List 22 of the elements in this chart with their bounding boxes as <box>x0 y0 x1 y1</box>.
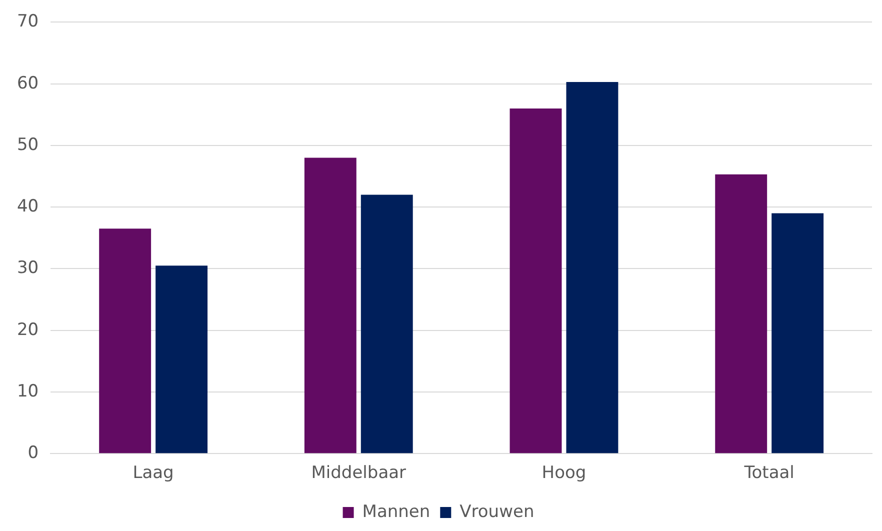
y-tick-label: 60 <box>16 73 39 94</box>
bar <box>304 158 356 454</box>
y-tick-label: 70 <box>16 12 39 32</box>
y-tick-label: 20 <box>16 320 39 340</box>
y-tick-label: 40 <box>16 196 39 217</box>
bar <box>715 174 768 454</box>
bar <box>510 108 562 454</box>
bar <box>360 194 413 454</box>
x-tick-label: Totaal <box>743 463 794 484</box>
x-tick-label: Middelbaar <box>311 463 406 484</box>
bar <box>156 266 208 454</box>
y-tick-label: 0 <box>28 443 39 464</box>
x-tick-label: Laag <box>132 463 174 484</box>
bar <box>566 82 618 454</box>
y-tick-label: 30 <box>16 258 39 278</box>
y-tick-label: 50 <box>16 134 39 155</box>
x-tick-label: Hoog <box>542 463 586 484</box>
bar <box>99 228 152 454</box>
legend-label: Mannen <box>362 502 430 522</box>
bar <box>772 213 824 454</box>
y-tick-label: 10 <box>16 381 39 402</box>
legend-label: Vrouwen <box>460 502 534 522</box>
